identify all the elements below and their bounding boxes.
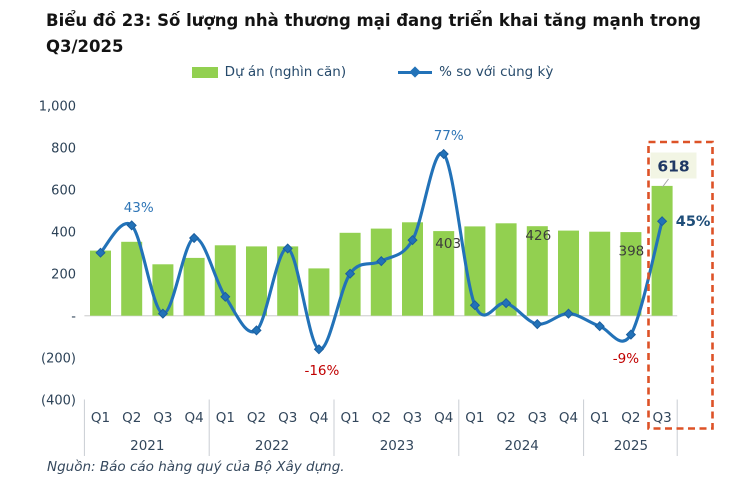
quarter-label: Q2 [372,410,391,426]
bar-value-label: 403 [435,236,461,252]
bar [495,223,517,316]
y-axis-label: 600 [51,183,76,198]
line-marker-icon [563,308,574,319]
quarter-label: Q4 [309,410,328,426]
line-marker-icon [438,148,449,160]
legend-line-swatch-icon [398,66,433,78]
y-axis-label: - [71,309,76,324]
year-label: 2021 [130,438,164,454]
year-label: 2025 [614,438,648,454]
line-marker-icon [126,220,137,231]
callout-text: 618 [657,158,689,176]
year-label: 2022 [255,438,289,454]
quarter-label: Q2 [621,410,640,426]
quarter-label: Q1 [91,410,110,426]
line-marker-icon [282,243,293,254]
source-note: Nguồn: Báo cáo hàng quý của Bộ Xây dựng. [47,459,345,475]
bar [589,231,611,316]
quarter-label: Q3 [278,410,297,426]
quarter-label: Q2 [496,410,515,426]
year-label: 2024 [505,438,539,454]
line-marker-icon [500,297,512,309]
line-marker-icon [376,255,387,267]
bar-value-label: 426 [525,228,551,244]
legend-item-line: % so với cùng kỳ [398,64,553,80]
chart-title-line1: Biểu đồ 23: Số lượng nhà thương mại đang… [46,11,701,30]
year-label: 2023 [380,438,414,454]
quarter-label: Q4 [434,410,453,426]
line-value-label: -16% [304,363,339,379]
bar [651,185,673,316]
legend-item-label: % so với cùng kỳ [439,64,554,80]
bar [370,228,392,316]
bar [121,241,143,316]
bar [90,250,111,316]
callout-box [650,152,697,179]
line-value-label: -9% [613,351,639,367]
line-marker-icon [532,318,543,330]
line-value-label: 45% [676,214,711,230]
line-marker-icon [251,325,262,336]
quarter-label: Q2 [247,410,266,426]
quarter-label: Q4 [184,410,203,426]
y-axis-label: 1,000 [39,99,76,114]
y-axis-label: 400 [51,225,76,240]
quarter-label: Q3 [403,410,422,426]
legend: Dự án (nghìn căn) % so với cùng kỳ [0,64,745,80]
line-marker-icon [469,300,481,311]
y-axis-label: 200 [51,267,76,282]
y-axis-label: (400) [41,393,76,408]
quarter-label: Q3 [528,410,547,426]
quarter-label: Q3 [153,410,172,426]
bar [558,230,579,316]
legend-item-bar: Dự án (nghìn căn) [191,64,347,80]
line-marker-icon [625,329,637,340]
line-value-label: 43% [124,200,154,216]
line-marker-icon [95,247,106,258]
legend-item-label: Dự án (nghìn căn) [224,64,347,80]
quarter-label: Q1 [216,410,235,426]
line-marker-icon [407,234,418,246]
line-marker-icon [594,321,605,332]
legend-bar-swatch-icon [191,66,218,78]
quarter-label: Q3 [652,410,671,426]
bar [464,226,486,316]
bar [277,246,299,316]
line-marker-icon [157,308,169,319]
line-marker-icon [220,291,231,302]
callout-leader-line [662,178,669,188]
bar [526,226,548,316]
line-marker-icon [313,344,325,355]
chart-title: Biểu đồ 23: Số lượng nhà thương mại đang… [46,8,728,60]
highlight-dashed-box [647,140,714,430]
line-value-label: 77% [434,128,464,144]
bar [308,268,330,316]
line-marker-icon [656,216,668,227]
quarter-label: Q1 [465,410,484,426]
bar [433,231,455,316]
quarter-label: Q1 [340,410,359,426]
chart-title-line2: Q3/2025 [46,37,124,56]
y-axis-label: (200) [41,351,76,366]
bar [214,245,236,316]
quarter-label: Q2 [122,410,141,426]
bar [246,246,267,316]
line-marker-icon [188,232,200,244]
bar [620,232,642,316]
bar [183,257,205,316]
line-marker-icon [344,268,356,279]
y-axis-label: 800 [51,141,76,156]
bar-value-label: 398 [619,244,645,260]
quarter-label: Q1 [590,410,609,426]
quarter-label: Q4 [559,410,578,426]
